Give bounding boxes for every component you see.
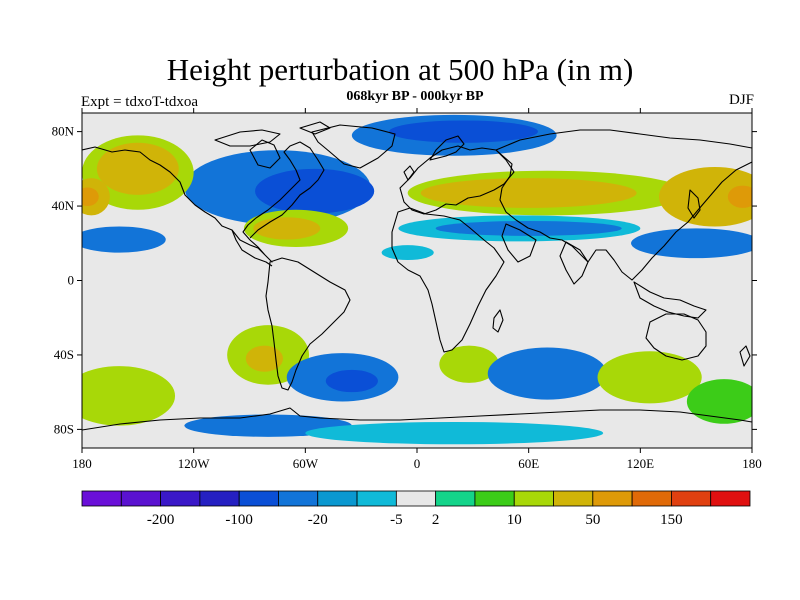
lat-label: 40N — [52, 198, 75, 213]
blob-tropical-atlantic-negative — [381, 245, 434, 261]
coastline-africa — [391, 207, 505, 353]
blob-pacific-north-positive-core — [96, 142, 179, 195]
coastline-australia — [645, 313, 707, 361]
season-label: DJF — [728, 92, 754, 108]
coastline-british-isles — [403, 165, 415, 181]
coastline-antarctica — [82, 407, 752, 431]
blob-eurasia-positive-core — [420, 178, 637, 208]
colorbar-swatch — [238, 490, 279, 507]
colorbar-swatch — [356, 490, 397, 507]
blob-southern-africa-positive — [439, 345, 499, 383]
colorbar-swatch — [81, 490, 122, 507]
colorbar-label: -200 — [147, 512, 175, 528]
coastline-new-zealand — [739, 345, 751, 367]
latitude-axis: 80N 40N 0 40S 80S — [52, 124, 757, 436]
blob-south-indian-positive — [597, 351, 702, 404]
coastline-arctic-islands — [214, 121, 331, 147]
coastline-asia — [495, 129, 752, 281]
blob-north-america-negative-core — [255, 168, 375, 214]
colorbar-swatch — [592, 490, 633, 507]
blob-southern-ocean-negative — [305, 421, 604, 445]
lon-label: 180 — [742, 456, 762, 471]
longitude-axis: 180 120W 60W 0 60E 120E 180 — [72, 108, 762, 471]
colorbar-swatch — [513, 490, 554, 507]
colorbar-swatch — [474, 490, 515, 507]
lon-label: 60W — [293, 456, 319, 471]
lat-label: 80S — [54, 421, 74, 436]
colorbar-swatch — [435, 490, 476, 507]
colorbar-swatch — [317, 490, 358, 507]
colorbar-swatch — [710, 490, 751, 507]
blob-south-atlantic-negative-core — [325, 369, 378, 393]
blob-west-pacific-negative — [631, 228, 752, 259]
lat-label: 80N — [52, 124, 75, 139]
coastline-arabia — [501, 223, 537, 263]
lon-label: 120E — [627, 456, 655, 471]
lat-label: 40S — [54, 347, 74, 362]
colorbar-label: 2 — [432, 512, 440, 528]
colorbar-label: -20 — [308, 512, 328, 528]
coastlines — [82, 121, 752, 431]
blob-indian-ocean-negative — [487, 347, 607, 400]
colorbar-swatch — [199, 490, 240, 507]
experiment-label: Expt = tdxoT-tdxoa — [81, 94, 199, 110]
colorbar-label: 50 — [585, 512, 600, 528]
lat-label: 0 — [68, 273, 75, 288]
colorbar-label: 10 — [507, 512, 522, 528]
colorbar-swatch — [395, 490, 437, 507]
lon-label: 180 — [72, 456, 92, 471]
coastline-southeast-asia — [633, 281, 707, 319]
lon-label: 60E — [518, 456, 539, 471]
colorbar: -200 -100 -20 -5 2 10 50 150 — [81, 490, 751, 528]
map-field — [82, 113, 752, 448]
coastline-madagascar — [492, 309, 504, 333]
colorbar-swatch — [631, 490, 672, 507]
blob-east-asia-positive-core — [727, 185, 752, 208]
coastline-greenland — [311, 124, 396, 169]
coastline-scandinavia — [429, 135, 465, 161]
coastline-south-america — [265, 257, 351, 391]
colorbar-swatch — [278, 490, 319, 507]
colorbar-swatch — [120, 490, 161, 507]
blob-south-america-positive-core — [245, 345, 283, 372]
blob-south-pacific-positive — [82, 366, 176, 426]
colorbar-label: 150 — [660, 512, 683, 528]
coastline-hudson-bay — [249, 139, 281, 169]
lon-label: 120W — [178, 456, 211, 471]
coastline-india — [559, 241, 589, 285]
blob-southern-ocean-positive — [686, 379, 752, 424]
blob-arctic-negative-core — [389, 120, 538, 143]
page-title: Height perturbation at 500 hPa (in m) — [166, 52, 634, 87]
blob-east-asia-positive — [658, 166, 752, 227]
colorbar-swatch — [160, 490, 201, 507]
colorbar-label: -5 — [390, 512, 403, 528]
subtitle: 068kyr BP - 000kyr BP — [346, 89, 484, 104]
lon-label: 0 — [414, 456, 421, 471]
colorbar-swatch — [553, 490, 594, 507]
blob-atlantic-positive-core — [253, 217, 321, 240]
coastline-japan — [687, 189, 701, 219]
coastline-north-america — [82, 141, 325, 263]
blob-west-pacific-positive-core — [82, 187, 99, 207]
colorbar-swatch — [671, 490, 712, 507]
colorbar-label: -100 — [225, 512, 253, 528]
blob-north-pacific-negative — [82, 226, 166, 253]
coastline-central-america — [231, 229, 273, 267]
